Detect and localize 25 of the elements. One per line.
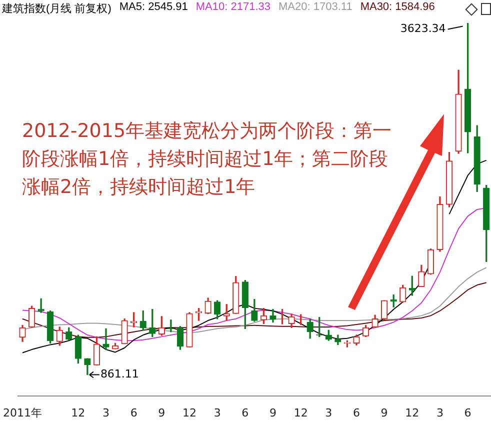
x-tick-label: 2011年 [2, 406, 42, 420]
x-tick-label: 12 [405, 406, 420, 420]
x-tick-label: 3 [102, 406, 110, 420]
annotation: 3623.34 [400, 22, 446, 36]
text: MA20: 1703.11 [278, 1, 352, 13]
x-tick-label: 12 [294, 406, 308, 420]
annotation: 861.11 [100, 368, 139, 381]
x-tick-label: 9 [269, 406, 276, 420]
chart-title: 建筑指数(月线 前复权) [2, 2, 112, 16]
x-tick-label: 3 [436, 406, 444, 420]
x-tick-label: 9 [380, 406, 388, 420]
text: MA30: 1584.96 [360, 1, 435, 13]
annotation: 2012-2015年基建宽松分为两个阶段：第一阶段涨幅1倍，持续时间超过1年；第二阶段涨幅2倍，持续时间超过1年 [22, 119, 393, 200]
x-tick-label: 12 [182, 406, 196, 420]
candlestick [102, 328, 110, 350]
x-tick-label: 3 [325, 406, 332, 420]
text: MA10: 2171.33 [196, 1, 271, 13]
x-tick-label: 6 [242, 406, 249, 420]
x-tick-label: 3 [214, 406, 221, 420]
text: MA5: 2545.91 [119, 1, 188, 13]
x-tick-label: 12 [71, 406, 86, 420]
x-tick-label: 6 [464, 406, 472, 420]
x-tick-label: 9 [158, 406, 166, 420]
x-tick-label: 6 [352, 406, 360, 420]
x-tick-label: 6 [130, 406, 138, 420]
